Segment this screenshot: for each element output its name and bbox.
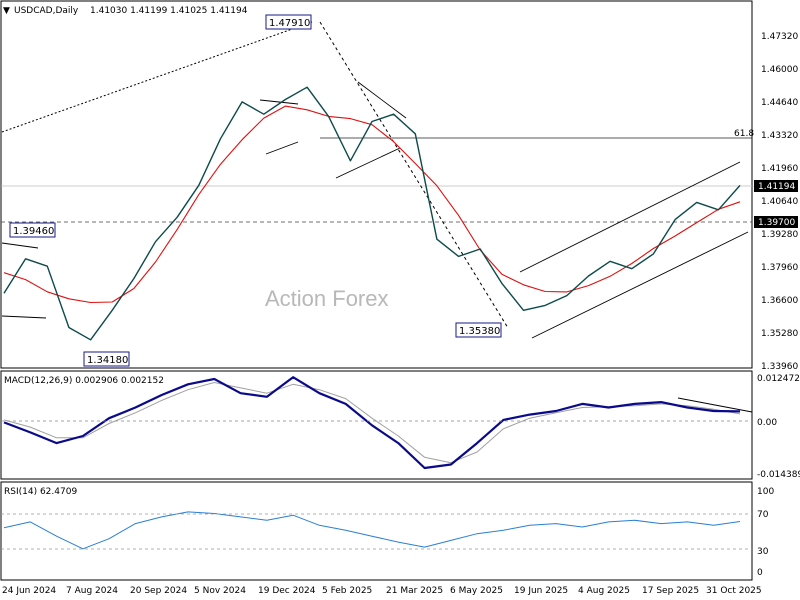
macd-divergence-line: [677, 397, 753, 413]
y-tick: 1.40640: [761, 197, 798, 207]
rsi-y-axis: 100 70 30 0: [757, 487, 774, 578]
y-tick: 1.36600: [761, 296, 798, 306]
macd-series-layer: [3, 376, 741, 470]
annotation-text: 1.35380: [459, 326, 500, 337]
ohlc-label: 1.41030 1.41199 1.41025 1.41194: [90, 6, 248, 16]
y-tick: 0.00: [757, 418, 777, 428]
flag-upper: [259, 99, 299, 105]
x-tick: 7 Aug 2024: [66, 586, 118, 596]
y-tick: 1.44640: [761, 98, 798, 108]
symbol-label: USDCAD,Daily: [14, 6, 79, 16]
long-trend-dotted: [1, 21, 313, 133]
price-series-layer: [3, 86, 741, 341]
macd-header: MACD(12,26,9) 0.002906 0.002152: [4, 376, 164, 386]
y-tick: 100: [757, 487, 774, 497]
current-price-box: [754, 180, 798, 192]
y-tick: 1.43320: [761, 131, 798, 141]
y-tick: 1.33960: [761, 362, 798, 372]
annotation-box: [455, 322, 502, 338]
range-bottom: [1, 315, 47, 319]
annotation-mid: 1.39460: [9, 222, 56, 238]
level-value: 1.39700: [758, 218, 795, 228]
flag-lower: [265, 141, 299, 155]
y-tick: 1.47320: [761, 32, 798, 42]
y-tick: 0: [757, 568, 763, 578]
annotation-text: 1.34180: [87, 355, 128, 366]
rsi-panel: [0, 481, 753, 581]
x-tick: 21 Mar 2025: [386, 586, 443, 596]
moving-average-line: [3, 105, 741, 304]
x-tick: 5 Feb 2025: [322, 586, 372, 596]
x-axis: 24 Jun 2024 7 Aug 2024 20 Sep 2024 5 Nov…: [2, 586, 762, 596]
channel-lower: [531, 231, 749, 339]
annotation-swing-low: 1.35380: [455, 322, 502, 338]
macd-panel: [0, 370, 753, 480]
rsi-series-layer: [3, 511, 741, 550]
y-tick: 30: [757, 547, 769, 557]
annotation-low: 1.34180: [83, 351, 130, 367]
wedge-lower: [335, 147, 401, 179]
annotation-text: 1.39460: [13, 226, 54, 237]
x-tick: 19 Jun 2025: [514, 586, 568, 596]
x-tick: 4 Aug 2025: [578, 586, 630, 596]
range-top: [1, 242, 39, 249]
x-tick: 31 Oct 2025: [706, 586, 762, 596]
fib-label: 61.8: [734, 129, 754, 139]
current-price-value: 1.41194: [758, 182, 795, 192]
menu-arrow-icon[interactable]: ▼: [3, 6, 10, 16]
wedge-upper: [357, 81, 407, 119]
y-tick: 0.012472: [757, 374, 800, 384]
price-y-axis: 1.47320 1.46000 1.44640 1.43320 1.41960 …: [761, 32, 798, 372]
annotation-high: 1.47910: [265, 14, 312, 30]
y-tick: 1.39280: [761, 230, 798, 240]
x-tick: 17 Sep 2025: [642, 586, 699, 596]
y-tick: 70: [757, 510, 769, 520]
annotation-box: [265, 14, 312, 30]
x-tick: 20 Sep 2024: [130, 586, 187, 596]
annotation-box: [9, 222, 56, 238]
price-line: [3, 86, 741, 341]
x-tick: 19 Dec 2024: [258, 586, 316, 596]
x-tick: 5 Nov 2024: [194, 586, 246, 596]
rsi-line: [3, 511, 741, 550]
price-panel: [0, 0, 753, 369]
level-box: [754, 216, 798, 228]
y-tick: 1.35280: [761, 329, 798, 339]
macd-line: [3, 376, 741, 470]
annotation-box: [83, 351, 130, 367]
watermark: Action Forex: [265, 286, 389, 311]
y-tick: 1.41960: [761, 164, 798, 174]
channel-upper: [519, 161, 741, 273]
macd-y-axis: 0.012472 0.00 -0.014389: [757, 374, 800, 480]
y-tick: 1.46000: [761, 65, 798, 75]
y-tick: 1.37960: [761, 263, 798, 273]
annotation-text: 1.47910: [269, 18, 310, 29]
rsi-header: RSI(14) 62.4709: [4, 487, 77, 497]
y-tick: -0.014389: [757, 470, 800, 480]
x-tick: 6 May 2025: [450, 586, 503, 596]
x-tick: 24 Jun 2024: [2, 586, 56, 596]
